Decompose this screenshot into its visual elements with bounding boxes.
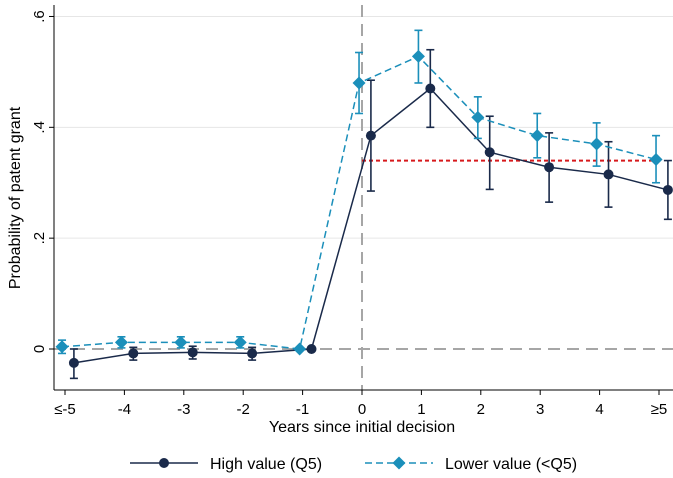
data-point [544,162,555,173]
legend-label: High value (Q5) [210,456,322,473]
x-tick-label: -3 [177,401,190,418]
y-tick-label: 0 [31,345,48,353]
data-point [425,83,436,94]
x-tick-label: -1 [296,401,309,418]
data-point [293,342,307,356]
legend-marker [159,458,169,468]
legend-item-0: High value (Q5) [130,456,322,473]
y-tick-label: .6 [31,10,48,23]
data-point [603,169,614,180]
data-point [411,49,425,63]
x-axis-label: Years since initial decision [269,419,455,436]
data-point [114,335,128,349]
y-tick-label: .2 [31,232,48,245]
y-tick-label: .4 [31,121,48,134]
x-tick-label: 1 [417,401,425,418]
x-tick-label: 2 [477,401,485,418]
data-point [55,340,69,354]
grid [54,15,673,239]
data-point [662,184,673,195]
series [55,29,673,380]
x-tick-label: ≥5 [651,401,668,418]
x-tick-label: 4 [595,401,603,418]
data-point [484,147,495,158]
x-tick-label: 3 [536,401,544,418]
data-point [590,137,604,151]
x-tick-label: ≤-5 [54,401,76,418]
series-1 [55,29,663,356]
data-point [306,344,317,354]
data-point [128,348,139,359]
series-0 [68,48,673,380]
legend: High value (Q5) Lower value (<Q5) [130,456,577,473]
data-point [530,129,544,143]
data-point [365,130,376,141]
x-tick-label: -2 [237,401,250,418]
y-axis-label: Probability of patent grant [7,106,24,289]
legend-marker [392,456,406,470]
x-tick-label: 0 [358,401,366,418]
data-point [233,335,247,349]
legend-label: Lower value (<Q5) [445,456,577,473]
legend-item-1: Lower value (<Q5) [365,456,577,473]
data-point [649,152,663,166]
axes: 0 .2 .4 .6 ≤-5 -4 -3 -2 -1 0 1 2 3 4 ≥5 [31,5,673,418]
data-point [68,357,79,368]
data-point [187,347,198,358]
data-point [174,335,188,349]
reference-lines [54,5,673,390]
data-point [247,348,258,359]
data-point [471,110,485,124]
x-tick-label: -4 [118,401,131,418]
data-point [352,76,366,90]
